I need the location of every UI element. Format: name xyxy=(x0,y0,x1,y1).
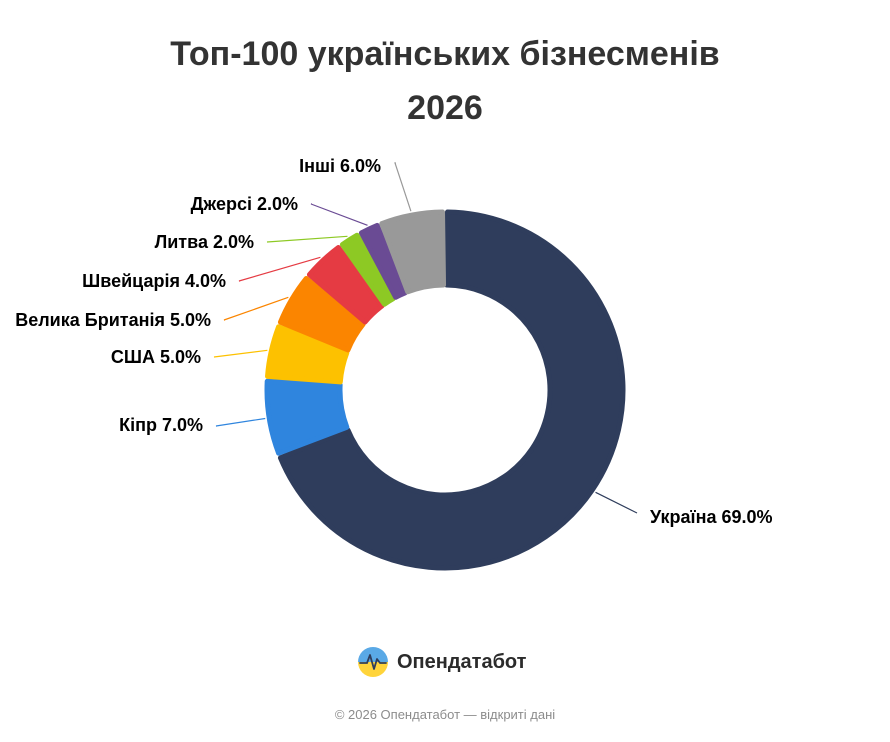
footer-credit: © 2026 Опендатабот — відкриті дані xyxy=(334,707,556,722)
label-швейцарія: Швейцарія 4.0% xyxy=(82,271,226,291)
brand-name: Опендатабот xyxy=(397,650,527,673)
slice-україна xyxy=(277,209,626,571)
connector-джерсі xyxy=(310,203,368,226)
slice-литва xyxy=(339,232,396,307)
connector-литва xyxy=(266,235,348,243)
slice-швейцарія xyxy=(306,244,385,325)
label-джерсі: Джерсі 2.0% xyxy=(191,194,298,214)
label-кіпр: Кіпр 7.0% xyxy=(119,415,203,435)
connector-кіпр xyxy=(215,417,266,427)
connector-інші xyxy=(394,162,412,212)
chart-title-year: 2026 xyxy=(407,89,483,127)
slice-кіпр xyxy=(264,378,350,456)
slice-джерсі xyxy=(358,222,408,300)
label-сша: США 5.0% xyxy=(111,347,201,367)
connector-швейцарія xyxy=(238,256,321,282)
opendatabot-logo-icon xyxy=(358,647,388,677)
label-інші: Інші 6.0% xyxy=(299,156,381,176)
chart-title: Топ-100 українських бізнесменів xyxy=(170,35,720,73)
connector-україна xyxy=(595,491,638,514)
slice-велика-британія xyxy=(277,275,366,353)
brand: Опендатабот xyxy=(357,644,526,680)
label-україна: Україна 69.0% xyxy=(650,507,773,527)
label-литва: Литва 2.0% xyxy=(155,232,254,252)
label-велика-британія: Велика Британія 5.0% xyxy=(15,310,211,330)
slice-інші xyxy=(379,209,447,295)
slice-сша xyxy=(265,324,350,385)
connector-велика-британія xyxy=(223,296,289,321)
connector-сша xyxy=(213,349,268,358)
